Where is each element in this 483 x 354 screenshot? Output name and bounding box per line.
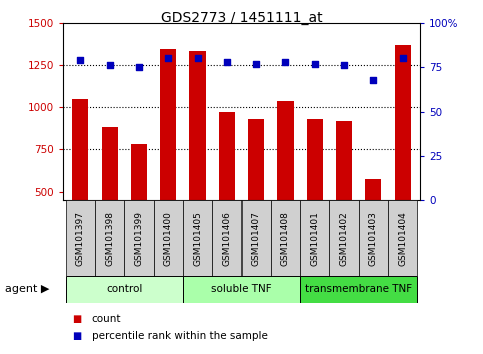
Text: GSM101401: GSM101401 bbox=[310, 211, 319, 266]
Bar bbox=[160, 49, 176, 200]
Text: GSM101404: GSM101404 bbox=[398, 211, 407, 266]
Text: control: control bbox=[106, 284, 142, 295]
Bar bbox=[189, 51, 206, 200]
Text: GSM101405: GSM101405 bbox=[193, 211, 202, 266]
Bar bbox=[365, 179, 382, 200]
Text: GSM101407: GSM101407 bbox=[252, 211, 261, 266]
Text: GSM101398: GSM101398 bbox=[105, 211, 114, 267]
Point bbox=[282, 59, 289, 65]
Bar bbox=[183, 200, 212, 276]
Bar bbox=[154, 200, 183, 276]
Point bbox=[106, 63, 114, 68]
Bar bbox=[101, 127, 118, 200]
Text: GSM101402: GSM101402 bbox=[340, 211, 349, 266]
Bar bbox=[388, 200, 417, 276]
Bar bbox=[248, 119, 264, 200]
Point bbox=[399, 56, 407, 61]
Text: percentile rank within the sample: percentile rank within the sample bbox=[92, 331, 268, 341]
Bar bbox=[242, 200, 271, 276]
Bar bbox=[95, 200, 124, 276]
Bar bbox=[124, 200, 154, 276]
Point bbox=[311, 61, 319, 67]
Point bbox=[135, 64, 143, 70]
Bar bbox=[219, 112, 235, 200]
Text: count: count bbox=[92, 314, 121, 324]
Text: agent ▶: agent ▶ bbox=[5, 284, 49, 295]
Point bbox=[369, 77, 377, 82]
Text: GDS2773 / 1451111_at: GDS2773 / 1451111_at bbox=[161, 11, 322, 25]
Bar bbox=[72, 99, 88, 200]
Bar bbox=[395, 45, 411, 200]
Text: GSM101403: GSM101403 bbox=[369, 211, 378, 266]
Point bbox=[223, 59, 231, 65]
Bar bbox=[300, 200, 329, 276]
Bar bbox=[277, 101, 294, 200]
Text: GSM101406: GSM101406 bbox=[222, 211, 231, 266]
Point bbox=[164, 56, 172, 61]
Text: ■: ■ bbox=[72, 331, 82, 341]
Text: ■: ■ bbox=[72, 314, 82, 324]
Bar bbox=[359, 200, 388, 276]
Bar bbox=[183, 276, 300, 303]
Text: transmembrane TNF: transmembrane TNF bbox=[305, 284, 412, 295]
Bar bbox=[66, 200, 95, 276]
Bar bbox=[300, 276, 417, 303]
Point bbox=[340, 63, 348, 68]
Bar bbox=[329, 200, 359, 276]
Bar bbox=[212, 200, 242, 276]
Text: GSM101399: GSM101399 bbox=[134, 211, 143, 267]
Bar bbox=[307, 119, 323, 200]
Bar bbox=[336, 121, 352, 200]
Bar bbox=[271, 200, 300, 276]
Text: GSM101408: GSM101408 bbox=[281, 211, 290, 266]
Point bbox=[76, 57, 84, 63]
Bar bbox=[66, 276, 183, 303]
Point bbox=[194, 56, 201, 61]
Text: GSM101400: GSM101400 bbox=[164, 211, 173, 266]
Point bbox=[252, 61, 260, 67]
Bar bbox=[131, 143, 147, 200]
Text: soluble TNF: soluble TNF bbox=[211, 284, 272, 295]
Text: GSM101397: GSM101397 bbox=[76, 211, 85, 267]
